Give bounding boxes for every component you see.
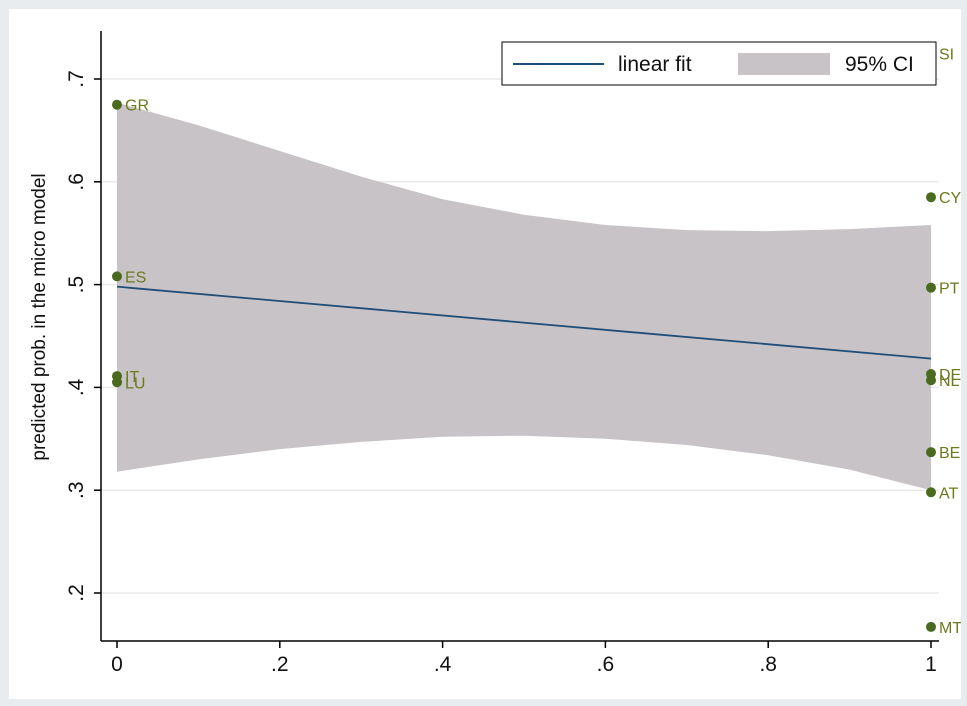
- legend: linear fit 95% CI: [501, 41, 937, 86]
- confidence-band: [117, 102, 931, 491]
- x-tick-label-.6: .6: [597, 653, 615, 676]
- y-axis-ticks: .2 .3 .4 .5 .6 .7: [65, 70, 101, 602]
- y-tick-label-.2: .2: [65, 584, 88, 602]
- y-tick-label-.3: .3: [65, 481, 88, 499]
- point-label-mt: MT: [939, 620, 961, 637]
- point-nl: [926, 375, 936, 386]
- point-label-be: BE: [939, 445, 960, 462]
- point-cy: [926, 192, 936, 203]
- x-tick-label-0: 0: [111, 653, 123, 676]
- point-label-lu: LU: [125, 375, 145, 392]
- x-tick-label-.2: .2: [271, 653, 289, 676]
- point-label-de: DE: [939, 367, 961, 384]
- axes: [100, 31, 939, 642]
- point-gr: [112, 99, 122, 110]
- x-tick-label-.4: .4: [434, 653, 452, 676]
- y-tick-label-.4: .4: [65, 378, 88, 396]
- point-label-es: ES: [125, 269, 146, 286]
- y-tick-label-.5: .5: [65, 276, 88, 294]
- point-label-cy: CY: [939, 190, 961, 207]
- point-be: [926, 447, 936, 458]
- legend-label-linear-fit: linear fit: [618, 53, 692, 76]
- point-label-pt: PT: [939, 281, 960, 298]
- point-pt: [926, 282, 936, 293]
- legend-label-ci: 95% CI: [845, 53, 914, 76]
- point-label-nl: NL: [939, 373, 960, 390]
- x-tick-label-1: 1: [925, 653, 937, 676]
- x-tick-label-.8: .8: [759, 653, 777, 676]
- plot-region: .2 .3 .4 .5 .6 .7 0 .2 .4 .6 .8 1 GR ES IT LU SI CY PT DE…: [9, 9, 961, 699]
- legend-swatch-ci: [738, 53, 830, 75]
- point-label-it: IT: [125, 369, 139, 386]
- point-label-at: AT: [939, 485, 958, 502]
- point-label-gr: GR: [125, 98, 149, 115]
- point-label-si: SI: [939, 46, 954, 63]
- x-axis-ticks: 0 .2 .4 .6 .8 1: [111, 641, 937, 676]
- y-axis-label: predicted prob. in the micro model: [29, 173, 50, 460]
- y-tick-label-.7: .7: [65, 70, 88, 88]
- y-tick-label-.6: .6: [65, 173, 88, 191]
- linear-fit-line: [116, 285, 932, 360]
- point-lu: [112, 377, 122, 388]
- point-es: [112, 271, 122, 282]
- point-mt: [926, 621, 936, 632]
- point-at: [926, 487, 936, 498]
